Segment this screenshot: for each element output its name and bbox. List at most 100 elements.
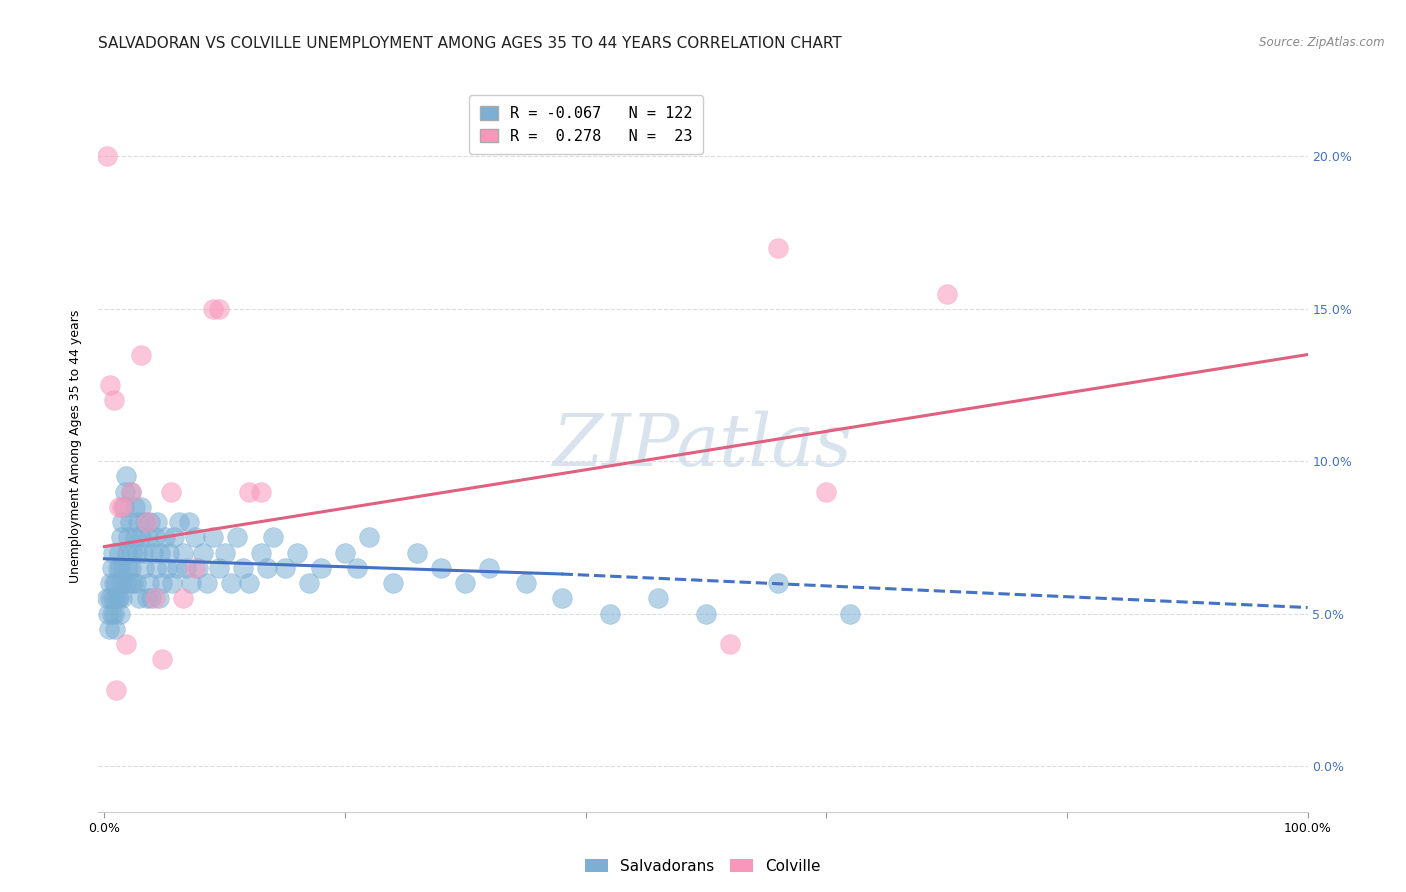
Point: [124, 500, 146, 514]
Point: [478, 561, 501, 575]
Point: [935, 286, 957, 301]
Point: [163, 530, 186, 544]
Point: [134, 561, 156, 575]
Point: [136, 530, 159, 544]
Point: [120, 484, 142, 499]
Point: [110, 530, 132, 544]
Point: [201, 530, 224, 544]
Point: [157, 546, 180, 560]
Point: [250, 484, 273, 499]
Point: [238, 484, 260, 499]
Point: [121, 546, 143, 560]
Point: [117, 530, 139, 544]
Point: [149, 546, 172, 560]
Point: [108, 607, 131, 621]
Point: [695, 607, 717, 621]
Point: [515, 576, 537, 591]
Point: [120, 484, 142, 499]
Point: [647, 591, 669, 606]
Point: [143, 591, 166, 606]
Point: [298, 576, 321, 591]
Point: [96, 149, 118, 163]
Point: [107, 561, 129, 575]
Point: [132, 546, 155, 560]
Point: [150, 576, 173, 591]
Legend: Salvadorans, Colville: Salvadorans, Colville: [579, 853, 827, 880]
Point: [262, 530, 284, 544]
Point: [135, 591, 157, 606]
Point: [125, 576, 148, 591]
Point: [183, 530, 205, 544]
Point: [115, 469, 138, 483]
Point: [129, 347, 152, 362]
Point: [172, 546, 194, 560]
Point: [160, 576, 183, 591]
Point: [110, 576, 132, 591]
Point: [174, 561, 197, 575]
Point: [145, 561, 167, 575]
Point: [718, 637, 741, 651]
Point: [146, 515, 169, 529]
Point: [232, 561, 254, 575]
Point: [134, 515, 156, 529]
Point: [143, 530, 166, 544]
Point: [111, 591, 134, 606]
Point: [108, 591, 131, 606]
Point: [107, 591, 129, 606]
Point: [148, 591, 170, 606]
Point: [406, 546, 429, 560]
Point: [138, 576, 160, 591]
Text: ZIPatlas: ZIPatlas: [553, 410, 853, 482]
Point: [359, 530, 381, 544]
Point: [766, 241, 789, 255]
Point: [118, 515, 141, 529]
Point: [815, 484, 838, 499]
Point: [274, 561, 297, 575]
Point: [100, 561, 122, 575]
Text: Source: ZipAtlas.com: Source: ZipAtlas.com: [1260, 36, 1385, 49]
Point: [141, 591, 163, 606]
Point: [117, 561, 139, 575]
Point: [122, 576, 145, 591]
Point: [108, 561, 131, 575]
Point: [114, 484, 136, 499]
Point: [167, 515, 190, 529]
Point: [120, 561, 142, 575]
Point: [172, 591, 194, 606]
Point: [256, 561, 278, 575]
Point: [454, 576, 477, 591]
Point: [139, 515, 162, 529]
Text: SALVADORAN VS COLVILLE UNEMPLOYMENT AMONG AGES 35 TO 44 YEARS CORRELATION CHART: SALVADORAN VS COLVILLE UNEMPLOYMENT AMON…: [98, 36, 842, 51]
Point: [766, 576, 789, 591]
Point: [150, 652, 173, 666]
Point: [124, 530, 146, 544]
Point: [309, 561, 332, 575]
Point: [103, 576, 125, 591]
Point: [839, 607, 862, 621]
Point: [180, 576, 202, 591]
Point: [97, 607, 120, 621]
Point: [100, 591, 122, 606]
Point: [100, 607, 122, 621]
Point: [238, 576, 260, 591]
Point: [115, 637, 138, 651]
Point: [108, 500, 131, 514]
Point: [214, 546, 236, 560]
Point: [96, 591, 118, 606]
Point: [135, 515, 157, 529]
Point: [285, 546, 308, 560]
Point: [550, 591, 572, 606]
Point: [98, 622, 121, 636]
Point: [103, 393, 125, 408]
Point: [105, 682, 128, 697]
Point: [111, 500, 134, 514]
Point: [599, 607, 621, 621]
Point: [201, 301, 224, 316]
Point: [129, 500, 152, 514]
Point: [156, 561, 179, 575]
Point: [115, 576, 138, 591]
Point: [177, 515, 200, 529]
Point: [101, 591, 124, 606]
Point: [219, 576, 242, 591]
Point: [430, 561, 453, 575]
